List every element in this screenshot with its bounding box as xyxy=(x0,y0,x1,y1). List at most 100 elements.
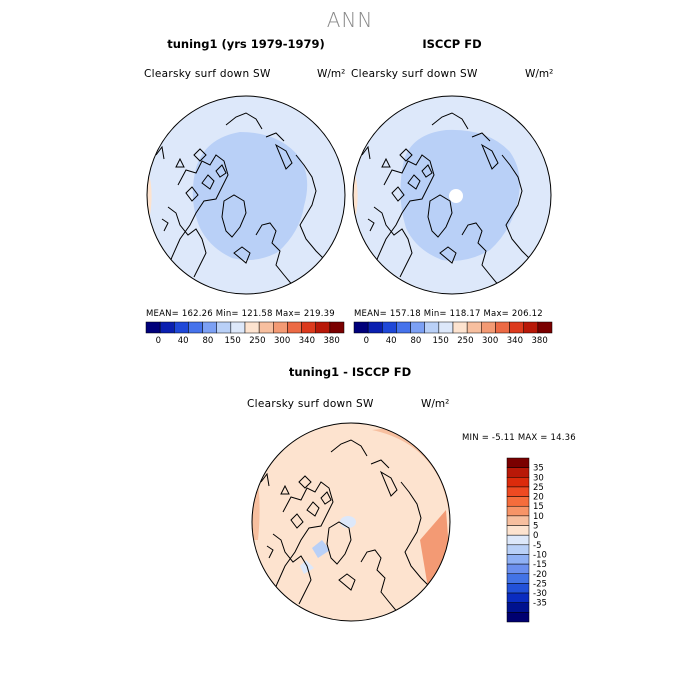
panel1-title: tuning1 (yrs 1979-1979) xyxy=(167,37,325,51)
colorbar3-tick-label: 20 xyxy=(533,493,544,503)
page-title: ANN xyxy=(326,8,374,32)
colorbar2-swatch xyxy=(452,321,468,334)
colorbar2-tick-label: 80 xyxy=(410,336,421,346)
colorbar2-swatch xyxy=(410,321,425,334)
colorbar3-tick-label: 15 xyxy=(533,502,544,512)
colorbar2-tick-label: 40 xyxy=(386,336,397,346)
panel2-stats: MEAN= 157.18 Min= 118.17 Max= 206.12 xyxy=(354,309,543,319)
panel3-west-patch xyxy=(252,470,260,540)
colorbar1-tick-label: 80 xyxy=(202,336,213,346)
panel1-polar-cap xyxy=(192,132,308,260)
colorbar1-tick-label: 0 xyxy=(156,336,161,346)
colorbar3-swatch xyxy=(506,563,530,575)
colorbar1-swatch xyxy=(258,321,274,334)
panel3-variable: Clearsky surf down SW xyxy=(247,398,374,410)
map-panel2 xyxy=(352,95,552,295)
panel1-border xyxy=(146,95,346,295)
colorbar3-swatch xyxy=(506,486,530,497)
colorbar1-tick-label: 40 xyxy=(178,336,189,346)
map-panel3 xyxy=(251,422,451,622)
panel3-border xyxy=(251,422,451,622)
colorbar3-tick-label: -25 xyxy=(533,579,547,589)
colorbar3-swatch xyxy=(506,505,530,517)
colorbar2-swatch xyxy=(481,321,496,334)
colorbar1-swatch xyxy=(273,321,288,334)
colorbar3-swatch xyxy=(506,602,530,613)
colorbar2-swatch xyxy=(495,321,510,334)
colorbar3-tick-label: 35 xyxy=(533,464,544,474)
colorbar1-tick-label: 340 xyxy=(299,336,315,346)
colorbar2-swatch xyxy=(382,321,397,334)
colorbar-panel1: 0 40 80 150 250 300 340 380 xyxy=(145,321,345,346)
colorbar3-swatch xyxy=(506,534,530,546)
colorbar1-swatch xyxy=(159,321,175,334)
colorbar3-swatch xyxy=(506,477,530,488)
panel3-pole-patch xyxy=(340,516,356,528)
colorbar3-tick-label: -35 xyxy=(533,599,547,609)
colorbar3-tick-label: -15 xyxy=(533,560,547,570)
colorbar1-swatch xyxy=(301,321,316,334)
map-panel1 xyxy=(146,95,346,295)
colorbar3-tick-label: -20 xyxy=(533,570,547,580)
colorbar3-tick-label: -30 xyxy=(533,589,547,599)
colorbar1-swatch xyxy=(315,321,331,334)
panel3-stats: MIN = -5.11 MAX = 14.36 xyxy=(462,433,576,443)
panel2-pole-missing xyxy=(449,189,463,203)
colorbar1-swatch xyxy=(329,321,345,334)
colorbar3-tick-label: 5 xyxy=(533,522,538,532)
colorbar1-swatch xyxy=(174,321,189,334)
panel2-border xyxy=(352,95,552,295)
colorbar3-swatch xyxy=(506,612,530,623)
panel3-units: W/m² xyxy=(421,398,450,410)
panel2-warm-band-west xyxy=(353,170,358,215)
colorbar3-tick-label: 25 xyxy=(533,483,544,493)
colorbar2-swatch xyxy=(353,321,369,334)
colorbar3-swatch xyxy=(506,457,530,468)
panel3-title: tuning1 - ISCCP FD xyxy=(288,365,412,379)
colorbar2-tick-label: 380 xyxy=(532,336,548,346)
colorbar1-swatch xyxy=(145,321,161,334)
colorbar2-swatch xyxy=(367,321,383,334)
colorbar-panel2: 0 40 80 150 250 300 340 380 xyxy=(353,321,553,346)
colorbar3-swatch xyxy=(506,573,530,584)
colorbar1-swatch xyxy=(202,321,217,334)
colorbar2-swatch xyxy=(438,321,454,334)
colorbar3-swatch xyxy=(506,496,530,507)
colorbar1-swatch xyxy=(230,321,246,334)
panel2-title: ISCCP FD xyxy=(422,37,482,51)
colorbar3-tick-label: -5 xyxy=(533,541,541,551)
colorbar2-swatch xyxy=(509,321,524,334)
colorbar3-swatch xyxy=(506,583,530,594)
colorbar1-swatch xyxy=(216,321,232,334)
panel1-warm-band-west xyxy=(147,170,152,215)
panel1-variable: Clearsky surf down SW xyxy=(144,68,271,80)
colorbar2-tick-label: 150 xyxy=(433,336,449,346)
colorbar2-tick-label: 250 xyxy=(457,336,473,346)
colorbar2-swatch xyxy=(396,321,411,334)
panel3-greenland-patch xyxy=(312,540,330,558)
colorbar3-tick-label: 10 xyxy=(533,512,544,522)
panel2-units: W/m² xyxy=(525,68,554,80)
colorbar1-tick-label: 150 xyxy=(225,336,241,346)
colorbar1-swatch xyxy=(244,321,260,334)
colorbar3-swatch xyxy=(506,544,530,555)
colorbar1-tick-label: 380 xyxy=(324,336,340,346)
panel2-variable: Clearsky surf down SW xyxy=(351,68,478,80)
colorbar2-swatch xyxy=(466,321,482,334)
colorbar3-swatch xyxy=(506,554,530,565)
colorbar2-swatch xyxy=(537,321,553,334)
colorbar2-swatch xyxy=(424,321,440,334)
colorbar3-swatch xyxy=(506,515,530,526)
colorbar3-tick-label: 30 xyxy=(533,473,544,483)
colorbar3-tick-label: 0 xyxy=(533,531,538,541)
colorbar2-tick-label: 0 xyxy=(364,336,369,346)
panel1-units: W/m² xyxy=(317,68,346,80)
panel1-stats: MEAN= 162.26 Min= 121.58 Max= 219.39 xyxy=(146,309,335,319)
colorbar1-tick-label: 250 xyxy=(249,336,265,346)
colorbar2-tick-label: 340 xyxy=(507,336,523,346)
colorbar2-swatch xyxy=(523,321,539,334)
colorbar1-tick-label: 300 xyxy=(274,336,290,346)
colorbar3-swatch xyxy=(506,525,530,536)
